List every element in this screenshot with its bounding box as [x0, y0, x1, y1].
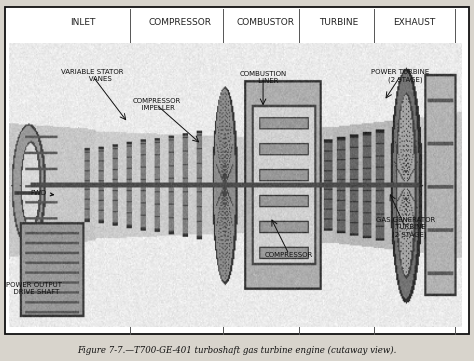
Text: GAS GENERATOR
     TURBINE
    (2 STAGE): GAS GENERATOR TURBINE (2 STAGE): [375, 217, 435, 238]
Text: COMBUSTION
     LINER: COMBUSTION LINER: [239, 71, 287, 84]
FancyBboxPatch shape: [5, 7, 469, 334]
Text: POWER TURBINE
    (2 STAGE): POWER TURBINE (2 STAGE): [372, 69, 429, 83]
Text: POWER OUTPUT
  DRIVE SHAFT: POWER OUTPUT DRIVE SHAFT: [6, 282, 62, 295]
Text: Figure 7-7.—T700-GE-401 turboshaft gas turbine engine (cutaway view).: Figure 7-7.—T700-GE-401 turboshaft gas t…: [77, 345, 397, 355]
Text: EXHAUST: EXHAUST: [393, 18, 436, 27]
Text: COMPRESSOR
  IMPELLER: COMPRESSOR IMPELLER: [132, 98, 181, 111]
Text: FWD: FWD: [31, 190, 53, 196]
Text: COMPRESSOR: COMPRESSOR: [265, 252, 313, 257]
Text: VARIABLE STATOR
       VANES: VARIABLE STATOR VANES: [61, 69, 124, 82]
Text: INLET: INLET: [70, 18, 96, 27]
Text: COMBUSTOR: COMBUSTOR: [237, 18, 294, 27]
Text: TURBINE: TURBINE: [319, 18, 358, 27]
Text: COMPRESSOR: COMPRESSOR: [149, 18, 211, 27]
